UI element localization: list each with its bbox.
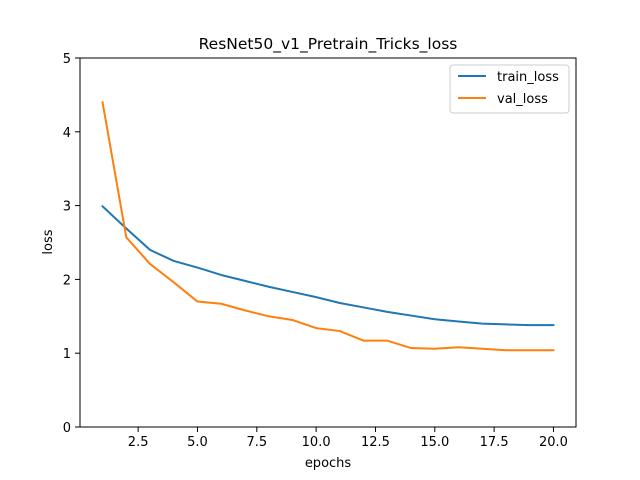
- x-tick-label: 17.5: [480, 435, 509, 450]
- x-tick-label: 2.5: [128, 435, 149, 450]
- y-axis-title: loss: [41, 229, 56, 254]
- x-tick-label: 7.5: [246, 435, 267, 450]
- series-line-val-loss: [101, 101, 555, 352]
- legend: train_loss val_loss: [449, 64, 570, 114]
- legend-label-val-loss: val_loss: [497, 92, 548, 107]
- y-tick-label: 4: [63, 126, 71, 141]
- x-tick-label: 10.0: [302, 435, 331, 450]
- x-tick-label: 20.0: [539, 435, 568, 450]
- chart-title: ResNet50_v1_Pretrain_Tricks_loss: [199, 35, 458, 54]
- plot-area: 2.5 5.0 7.5 10.0 12.5 15.0 17.5 20.0 0 1 2 3 4 5: [63, 52, 577, 450]
- series-line-train-loss: [101, 204, 555, 327]
- axes-frame: [79, 57, 577, 428]
- x-tick-label: 12.5: [361, 435, 390, 450]
- y-tick-label: 5: [63, 52, 71, 67]
- y-tick-label: 0: [63, 421, 71, 436]
- x-tick-label: 5.0: [187, 435, 208, 450]
- legend-label-train-loss: train_loss: [497, 70, 559, 85]
- x-tick-label: 15.0: [420, 435, 449, 450]
- y-tick-label: 3: [63, 200, 71, 215]
- y-tick-label: 1: [63, 347, 71, 362]
- y-tick-label: 2: [63, 273, 71, 288]
- x-axis-title: epochs: [305, 456, 352, 471]
